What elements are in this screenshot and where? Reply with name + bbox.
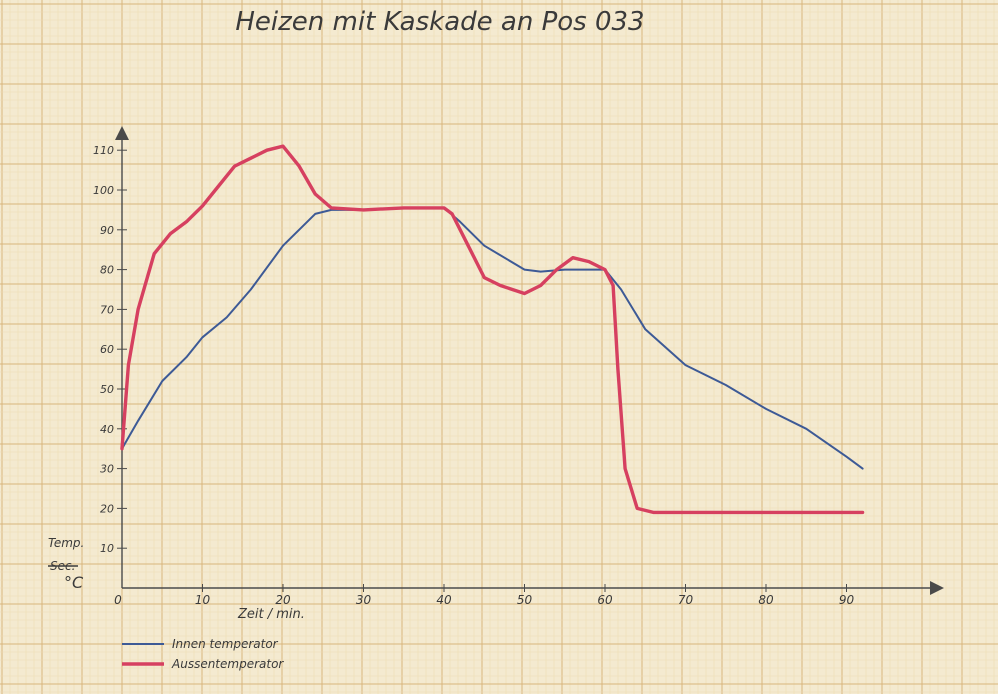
legend-label: Aussentemperator (171, 657, 284, 671)
y-tick-label: 110 (93, 144, 114, 157)
y-tick-label: 50 (100, 383, 114, 396)
y-axis-label-unit: °C (64, 573, 84, 592)
y-tick-label: 90 (100, 224, 114, 237)
y-tick-label: 80 (100, 264, 114, 277)
x-tick-label: 50 (517, 593, 533, 607)
series-line-aussen (120, 144, 865, 515)
y-tick-label: 40 (100, 423, 114, 436)
x-tick-label: 10 (195, 593, 211, 607)
series-line-innen (121, 206, 864, 470)
y-axis-label-line: Temp. (48, 536, 84, 550)
y-tick-label: 70 (100, 303, 114, 316)
x-axis-label: Zeit / min. (237, 607, 305, 622)
y-tick-label: 30 (100, 463, 114, 476)
axis-ticks: 0 10 20 30 40 50 60 70 80 90 10 20 30 40 50 60 70 80 90 100… (93, 144, 854, 607)
axes (115, 126, 944, 595)
legend: Innen temperator Aussentemperator (122, 637, 284, 671)
x-tick-label: 70 (678, 593, 694, 607)
y-axis-label: Temp.Sec.°C (48, 536, 84, 592)
x-tick-label: 60 (597, 593, 613, 607)
x-tick-label: 0 (114, 593, 122, 607)
y-tick-label: 20 (100, 502, 114, 515)
y-axis-arrow (115, 126, 129, 140)
y-tick-label: 10 (100, 542, 114, 555)
x-tick-label: 30 (356, 593, 372, 607)
x-tick-label: 90 (839, 593, 855, 607)
x-axis-arrow (930, 581, 944, 595)
x-tick-label: 20 (275, 593, 291, 607)
x-tick-label: 80 (758, 593, 774, 607)
series-lines (120, 144, 865, 515)
chart-title: Heizen mit Kaskade an Pos 033 (235, 7, 644, 37)
x-tick-label: 40 (436, 593, 452, 607)
y-tick-label: 100 (93, 184, 114, 197)
y-tick-label: 60 (100, 343, 114, 356)
legend-label: Innen temperator (172, 637, 279, 651)
